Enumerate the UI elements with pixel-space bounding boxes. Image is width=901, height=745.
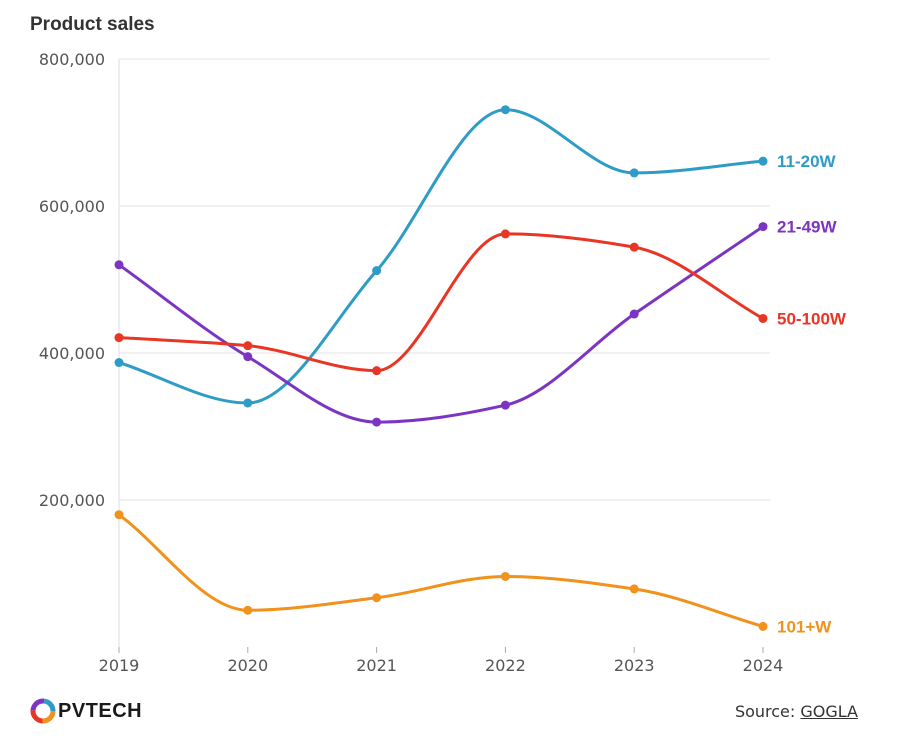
axes: 200,000 400,000 600,000 800,000 2019 2020 2021…: [39, 50, 784, 675]
y-tick-label: 200,000: [39, 491, 105, 510]
data-point-11-20w: [500, 105, 510, 115]
source-link[interactable]: GOGLA: [800, 702, 858, 721]
y-tick-label: 400,000: [39, 344, 105, 363]
x-tick-label: 2021: [356, 656, 397, 675]
series-label-11-20w: 11-20W: [777, 152, 837, 171]
data-point-50-100w: [114, 333, 124, 343]
series-lines: [114, 105, 768, 631]
data-point-21-49w: [372, 417, 382, 427]
data-point-21-49w: [629, 309, 639, 319]
data-point-21-49w: [114, 260, 124, 270]
data-point-101-w: [629, 584, 639, 594]
x-tick-label: 2023: [614, 656, 655, 675]
logo-wordmark: PVTECH: [58, 699, 143, 722]
data-point-50-100w: [372, 366, 382, 376]
data-point-50-100w: [629, 242, 639, 252]
series-line-101-w: [117, 513, 765, 628]
data-point-101-w: [758, 621, 768, 631]
data-point-21-49w: [758, 222, 768, 232]
data-point-21-49w: [243, 352, 253, 362]
series-line-21-49w: [117, 225, 765, 424]
series-label-21-49w: 21-49W: [777, 218, 837, 237]
x-tick-label: 2020: [227, 656, 268, 675]
y-tick-label: 600,000: [39, 197, 105, 216]
data-point-11-20w: [629, 168, 639, 178]
data-point-21-49w: [500, 400, 510, 410]
pvtech-logo: PVTECH: [30, 696, 142, 726]
series-line-50-100w: [117, 232, 765, 373]
source-prefix: Source:: [734, 702, 801, 721]
data-point-11-20w: [114, 358, 124, 368]
data-point-50-100w: [500, 229, 510, 239]
data-point-50-100w: [243, 341, 253, 351]
x-tick-label: 2024: [743, 656, 784, 675]
y-tick-label: 800,000: [39, 50, 105, 69]
data-point-101-w: [243, 605, 253, 615]
grid-lines: [119, 58, 770, 501]
chart-title: Product sales: [30, 14, 155, 35]
data-point-11-20w: [243, 398, 253, 408]
data-point-101-w: [372, 593, 382, 603]
data-point-50-100w: [758, 313, 768, 323]
data-point-101-w: [114, 510, 124, 520]
source-credit: Source: GOGLA: [735, 702, 858, 721]
x-tick-label: 2019: [99, 656, 140, 675]
data-point-11-20w: [758, 156, 768, 166]
series-line-11-20w: [117, 108, 765, 405]
line-chart: 200,000 400,000 600,000 800,000 2019 2020 2021…: [39, 50, 847, 675]
data-point-101-w: [500, 571, 510, 581]
series-label-101-w: 101+W: [777, 617, 832, 636]
series-label-50-100w: 50-100W: [777, 309, 847, 328]
x-tick-label: 2022: [485, 656, 526, 675]
data-point-11-20w: [372, 266, 382, 276]
pvtech-logo-icon: [30, 698, 56, 724]
series-labels: 11-20W 21-49W 50-100W 101+W: [777, 152, 847, 636]
